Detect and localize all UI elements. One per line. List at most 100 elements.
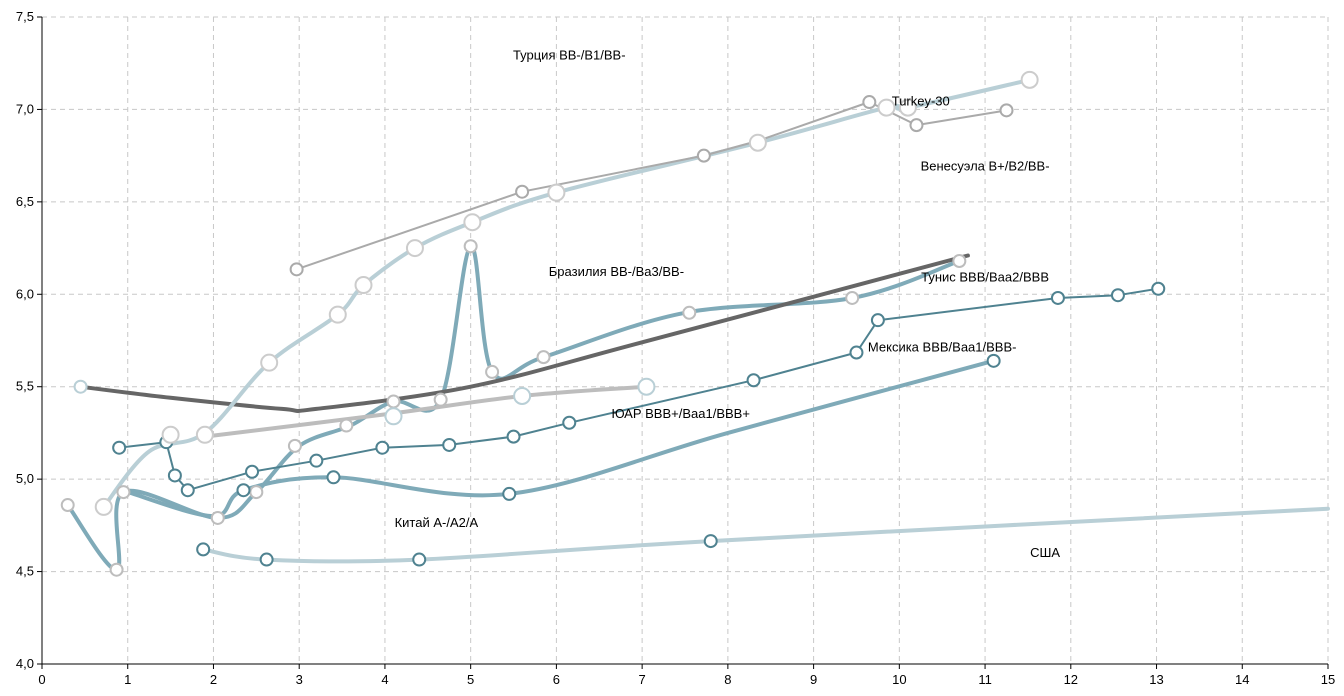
x-tick-label: 0	[38, 672, 45, 687]
data-point-китай-a-a2-a	[386, 394, 401, 409]
annotation-китай-a-a2-a: Китай A-/A2/A	[395, 515, 479, 530]
data-point-юар-bbb-baa1-bbb	[180, 483, 195, 498]
data-point-юар-bbb-baa1-bbb	[442, 437, 457, 452]
data-point-венесуэла-b-b2-bb	[999, 103, 1014, 118]
y-tick-label: 4,5	[16, 564, 34, 579]
data-point-мексика-bbb-baa1-bbb	[236, 483, 251, 498]
data-point-китай-a-a2-a	[116, 485, 131, 500]
data-point-китай-a-a2-a	[463, 239, 478, 254]
data-point-turkey-30	[405, 239, 424, 258]
annotation-тунис-bbb-baa2-bbb: Тунис BBB/Baa2/BBB	[921, 269, 1049, 284]
x-tick-label: 1	[124, 672, 131, 687]
data-point-мексика-bbb-baa1-bbb	[326, 470, 341, 485]
x-tick-label: 9	[810, 672, 817, 687]
series-line-бразилия-bb-ba3-bb	[202, 384, 649, 439]
data-point-бразилия-bb-ba3-bb	[384, 407, 403, 426]
data-point-мексика-bbb-baa1-bbb	[986, 353, 1001, 368]
data-point-китай-a-a2-a	[60, 498, 75, 513]
data-point-венесуэла-b-b2-bb	[862, 95, 877, 110]
data-point-юар-bbb-baa1-bbb	[245, 464, 260, 479]
data-point-turkey-30	[898, 98, 917, 117]
annotation-turkey-30: Turkey-30	[892, 94, 950, 109]
data-point-turkey-30	[463, 213, 482, 232]
data-point-бразилия-bb-ba3-bb	[637, 377, 656, 396]
y-tick-label: 6,0	[16, 286, 34, 301]
data-point-юар-bbb-baa1-bbb	[746, 373, 761, 388]
annotation-сша: США	[1030, 545, 1060, 560]
x-tick-label: 5	[467, 672, 474, 687]
data-point-юар-bbb-baa1-bbb	[309, 453, 324, 468]
series-markers	[60, 70, 1166, 577]
y-tick-label: 4,0	[16, 656, 34, 671]
data-point-китай-a-a2-a	[845, 290, 860, 305]
data-point-китай-a-a2-a	[249, 485, 264, 500]
x-tick-label: 13	[1149, 672, 1163, 687]
x-tick-label: 4	[381, 672, 388, 687]
axes: 0 1 2 3 4 5 6 7 8 9 10 11 12 13 14 154,04,55,05,56,06,5…	[16, 9, 1335, 687]
data-point-юар-bbb-baa1-bbb	[167, 468, 182, 483]
data-point-венесуэла-b-b2-bb	[909, 118, 924, 133]
x-tick-label: 14	[1235, 672, 1249, 687]
data-point-китай-a-a2-a	[682, 305, 697, 320]
x-tick-label: 12	[1064, 672, 1078, 687]
data-point-юар-bbb-baa1-bbb	[375, 440, 390, 455]
data-point-юар-bbb-baa1-bbb	[1110, 288, 1125, 303]
data-point-сша	[259, 552, 274, 567]
y-tick-label: 7,5	[16, 9, 34, 24]
y-tick-label: 6,5	[16, 194, 34, 209]
data-point-венесуэла-b-b2-bb	[515, 184, 530, 199]
data-point-turkey-30	[354, 276, 373, 295]
data-point-turkey-30	[94, 497, 113, 516]
data-point-turkey-30	[260, 353, 279, 372]
data-point-юар-bbb-baa1-bbb	[506, 429, 521, 444]
x-tick-label: 3	[296, 672, 303, 687]
y-tick-label: 7,0	[16, 101, 34, 116]
annotation-турция-bb-b1-bb: Турция BB-/B1/BB-	[513, 48, 626, 63]
data-point-китай-a-a2-a	[485, 364, 500, 379]
data-point-китай-a-a2-a	[536, 350, 551, 365]
data-point-китай-a-a2-a	[952, 254, 967, 269]
data-point-венесуэла-b-b2-bb	[289, 262, 304, 277]
x-tick-label: 10	[892, 672, 906, 687]
annotation-юар-bbb-baa1-bbb: ЮАР BBB+/Baa1/BBB+	[611, 406, 749, 421]
y-tick-label: 5,0	[16, 471, 34, 486]
data-point-turkey-30	[877, 98, 896, 117]
data-point-юар-bbb-baa1-bbb	[849, 345, 864, 360]
annotation-венесуэла-b-b2-bb: Венесуэла B+/B2/BB-	[921, 158, 1050, 173]
data-point-юар-bbb-baa1-bbb	[1151, 281, 1166, 296]
data-point-китай-a-a2-a	[109, 562, 124, 577]
data-point-сша	[196, 542, 211, 557]
x-tick-label: 8	[724, 672, 731, 687]
data-point-сша	[412, 552, 427, 567]
x-tick-label: 15	[1321, 672, 1335, 687]
data-point-юар-bbb-baa1-bbb	[562, 415, 577, 430]
x-tick-label: 2	[210, 672, 217, 687]
data-point-юар-bbb-baa1-bbb	[1050, 290, 1065, 305]
annotation-мексика-bbb-baa1-bbb: Мексика BBB/Baa1/BBB-	[868, 340, 1017, 355]
data-point-тунис-bbb-baa2-bbb	[73, 379, 88, 394]
data-point-turkey-30	[161, 425, 180, 444]
x-tick-label: 6	[553, 672, 560, 687]
data-point-венесуэла-b-b2-bb	[696, 148, 711, 163]
data-point-китай-a-a2-a	[433, 392, 448, 407]
data-point-бразилия-bb-ba3-bb	[513, 386, 532, 405]
data-point-turkey-30	[328, 305, 347, 324]
data-point-turkey-30	[748, 133, 767, 152]
y-tick-label: 5,5	[16, 379, 34, 394]
data-point-китай-a-a2-a	[339, 418, 354, 433]
data-point-turkey-30	[1020, 70, 1039, 89]
series-annotations: Турция BB-/B1/BB- Turkey-30 Венесуэла B+/B…	[395, 48, 1061, 560]
data-point-turkey-30	[547, 183, 566, 202]
annotation-бразилия-bb-ba3-bb: Бразилия BB-/Ba3/BB-	[549, 264, 684, 279]
series-line-юар-bbb-baa1-bbb	[118, 287, 1160, 492]
data-point-юар-bbb-baa1-bbb	[870, 313, 885, 328]
x-tick-label: 11	[978, 672, 992, 687]
data-point-мексика-bbb-baa1-bbb	[502, 486, 517, 501]
x-tick-label: 7	[639, 672, 646, 687]
data-point-юар-bbb-baa1-bbb	[112, 440, 127, 455]
data-point-сша	[703, 534, 718, 549]
data-point-китай-a-a2-a	[210, 510, 225, 525]
